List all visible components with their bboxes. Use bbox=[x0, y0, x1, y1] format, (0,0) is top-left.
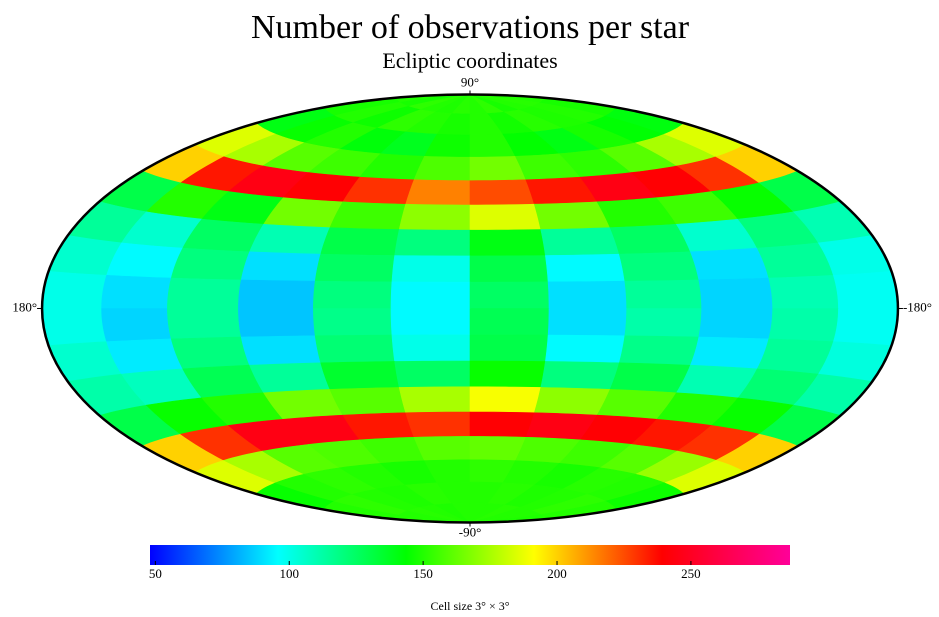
map-cell bbox=[833, 271, 899, 309]
colorbar-tick-label: 150 bbox=[413, 566, 433, 581]
map-cell bbox=[101, 275, 172, 309]
map-cell bbox=[238, 308, 316, 338]
map-cell bbox=[469, 360, 546, 388]
map-cell bbox=[469, 229, 546, 257]
map-cell bbox=[167, 277, 242, 309]
chart-subtitle: Ecliptic coordinates bbox=[382, 48, 557, 73]
map-cell bbox=[329, 387, 407, 416]
map-cell bbox=[618, 335, 700, 366]
map-cell bbox=[533, 387, 611, 416]
caption: Cell size 3° × 3° bbox=[430, 599, 509, 613]
map-cell bbox=[547, 308, 627, 337]
colorbar-tick-label: 200 bbox=[547, 566, 567, 581]
map-cell bbox=[249, 362, 331, 394]
map-cell bbox=[167, 308, 242, 340]
map-cell bbox=[469, 255, 549, 283]
map-cell bbox=[698, 308, 773, 340]
lat-label: -90° bbox=[459, 524, 482, 539]
lat-label: 90° bbox=[461, 75, 479, 90]
map-cell bbox=[545, 334, 626, 364]
map-cell bbox=[413, 156, 471, 181]
map-cell bbox=[609, 223, 691, 255]
map-cell bbox=[469, 203, 542, 231]
map-cell bbox=[624, 308, 702, 338]
map-cell bbox=[391, 334, 471, 362]
map-cell bbox=[469, 386, 542, 414]
colorbar-tick-label: 250 bbox=[681, 566, 701, 581]
map-cell bbox=[398, 203, 471, 231]
map-cell bbox=[101, 308, 172, 342]
map-cell bbox=[313, 280, 393, 309]
map-cell bbox=[405, 179, 471, 206]
map-cell bbox=[545, 253, 626, 283]
map-cell bbox=[540, 227, 620, 256]
map-cell bbox=[394, 229, 471, 257]
map-cell bbox=[240, 251, 322, 282]
lon-label: -180° bbox=[903, 299, 932, 314]
map-cell bbox=[469, 411, 535, 438]
map-cell bbox=[405, 411, 471, 438]
colorbar bbox=[150, 545, 790, 565]
map-cell bbox=[398, 386, 471, 414]
map-cells bbox=[41, 93, 899, 524]
map-cell bbox=[320, 227, 400, 256]
map-cell bbox=[313, 308, 393, 337]
map-cell bbox=[41, 271, 107, 309]
map-cell bbox=[698, 277, 773, 309]
lon-label: 180° bbox=[12, 299, 37, 314]
map-cell bbox=[41, 308, 107, 346]
map-cell bbox=[469, 281, 550, 309]
map-cell bbox=[624, 279, 702, 309]
map-cell bbox=[240, 335, 322, 366]
map-cell bbox=[547, 280, 627, 309]
colorbar-tick-label: 100 bbox=[279, 566, 299, 581]
map-cell bbox=[768, 308, 839, 342]
map-cell bbox=[390, 308, 471, 336]
map-cell bbox=[469, 308, 550, 336]
map-cell bbox=[238, 279, 316, 309]
map-cell bbox=[469, 179, 535, 206]
map-cell bbox=[320, 361, 400, 390]
map-cell bbox=[170, 247, 251, 281]
map-cell bbox=[390, 281, 471, 309]
map-cell bbox=[833, 308, 899, 346]
map-cell bbox=[329, 201, 407, 230]
map-cell bbox=[609, 362, 691, 394]
map-cell bbox=[314, 334, 395, 364]
map-cell bbox=[314, 253, 395, 283]
map-cell bbox=[413, 436, 471, 461]
map-cell bbox=[533, 201, 611, 230]
map-cell bbox=[249, 223, 331, 255]
map-cell bbox=[689, 247, 770, 281]
map-cell bbox=[618, 251, 700, 282]
map-cell bbox=[170, 336, 251, 370]
colorbar-tick-label: 50 bbox=[149, 566, 162, 581]
map-cell bbox=[540, 361, 620, 390]
map-cell bbox=[394, 360, 471, 388]
map-cell bbox=[469, 334, 549, 362]
map-cell bbox=[391, 255, 471, 283]
map-cell bbox=[768, 275, 839, 309]
chart-title: Number of observations per star bbox=[251, 9, 690, 46]
map-cell bbox=[689, 336, 770, 370]
